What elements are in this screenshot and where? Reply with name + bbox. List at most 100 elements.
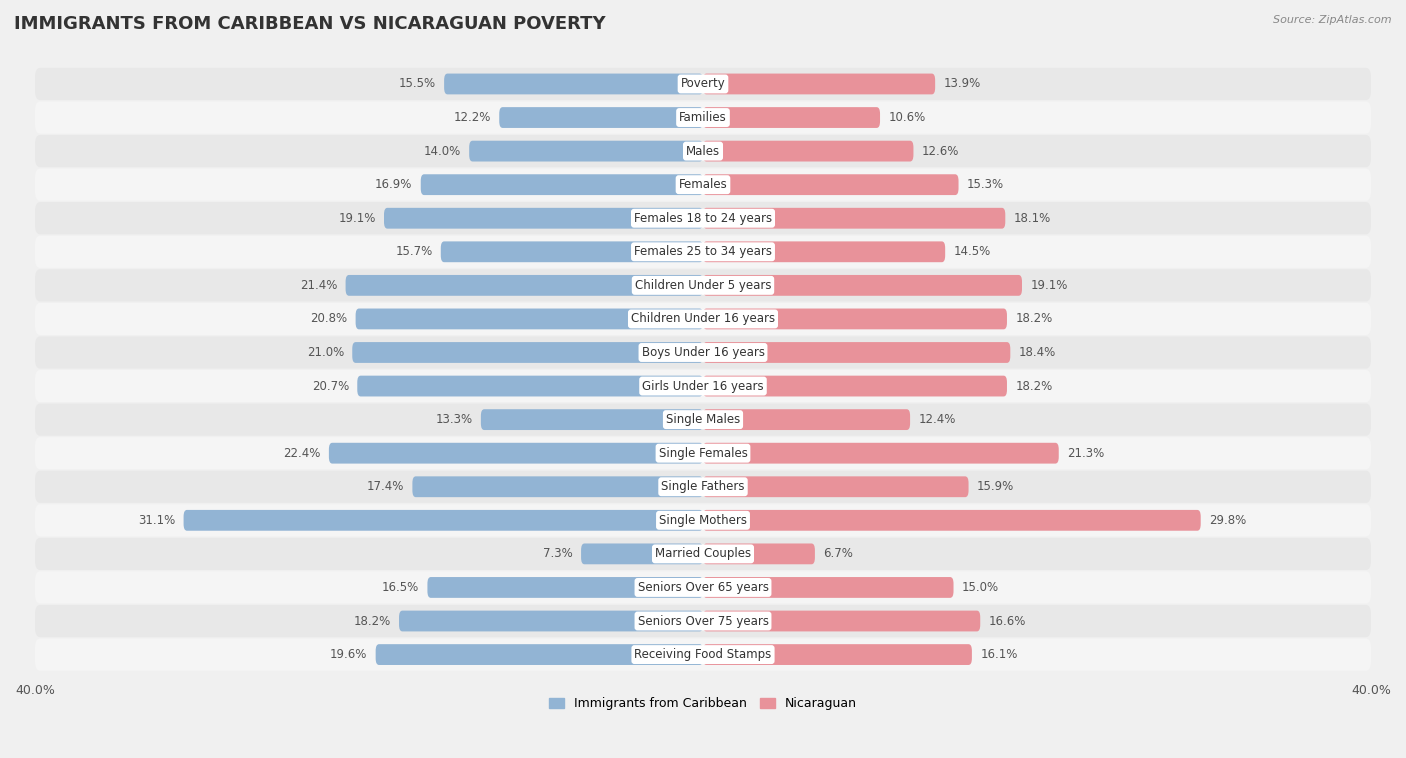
Text: 12.4%: 12.4% — [918, 413, 956, 426]
Text: 20.7%: 20.7% — [312, 380, 349, 393]
Text: Seniors Over 65 years: Seniors Over 65 years — [637, 581, 769, 594]
Text: 21.0%: 21.0% — [307, 346, 344, 359]
Text: 12.2%: 12.2% — [454, 111, 491, 124]
FancyBboxPatch shape — [703, 476, 969, 497]
Text: Single Fathers: Single Fathers — [661, 481, 745, 493]
FancyBboxPatch shape — [427, 577, 703, 598]
FancyBboxPatch shape — [703, 611, 980, 631]
FancyBboxPatch shape — [444, 74, 703, 95]
FancyBboxPatch shape — [356, 309, 703, 329]
Text: 20.8%: 20.8% — [311, 312, 347, 325]
Text: 13.9%: 13.9% — [943, 77, 981, 90]
Text: 31.1%: 31.1% — [138, 514, 176, 527]
FancyBboxPatch shape — [703, 74, 935, 95]
FancyBboxPatch shape — [35, 370, 1371, 402]
Text: 16.9%: 16.9% — [375, 178, 412, 191]
FancyBboxPatch shape — [470, 141, 703, 161]
Text: 16.5%: 16.5% — [382, 581, 419, 594]
Text: 19.1%: 19.1% — [339, 211, 375, 224]
Text: 19.1%: 19.1% — [1031, 279, 1067, 292]
Text: Males: Males — [686, 145, 720, 158]
Text: 18.2%: 18.2% — [1015, 380, 1053, 393]
FancyBboxPatch shape — [353, 342, 703, 363]
Text: 22.4%: 22.4% — [283, 446, 321, 459]
Text: Females 25 to 34 years: Females 25 to 34 years — [634, 246, 772, 258]
FancyBboxPatch shape — [35, 302, 1371, 335]
FancyBboxPatch shape — [35, 168, 1371, 201]
Text: 13.3%: 13.3% — [436, 413, 472, 426]
Text: Females 18 to 24 years: Females 18 to 24 years — [634, 211, 772, 224]
FancyBboxPatch shape — [703, 443, 1059, 464]
Text: 10.6%: 10.6% — [889, 111, 925, 124]
Text: 6.7%: 6.7% — [824, 547, 853, 560]
FancyBboxPatch shape — [35, 638, 1371, 671]
FancyBboxPatch shape — [346, 275, 703, 296]
FancyBboxPatch shape — [703, 342, 1011, 363]
FancyBboxPatch shape — [35, 605, 1371, 637]
Text: 16.6%: 16.6% — [988, 615, 1026, 628]
Text: 29.8%: 29.8% — [1209, 514, 1246, 527]
Text: 15.7%: 15.7% — [395, 246, 433, 258]
Text: 18.4%: 18.4% — [1019, 346, 1056, 359]
FancyBboxPatch shape — [35, 135, 1371, 168]
Text: Source: ZipAtlas.com: Source: ZipAtlas.com — [1274, 15, 1392, 25]
FancyBboxPatch shape — [703, 376, 1007, 396]
FancyBboxPatch shape — [703, 141, 914, 161]
FancyBboxPatch shape — [703, 107, 880, 128]
FancyBboxPatch shape — [35, 537, 1371, 570]
Text: 15.5%: 15.5% — [399, 77, 436, 90]
Text: 7.3%: 7.3% — [543, 547, 572, 560]
FancyBboxPatch shape — [35, 68, 1371, 100]
FancyBboxPatch shape — [412, 476, 703, 497]
FancyBboxPatch shape — [35, 102, 1371, 133]
FancyBboxPatch shape — [703, 543, 815, 564]
Text: 19.6%: 19.6% — [330, 648, 367, 661]
FancyBboxPatch shape — [703, 409, 910, 430]
FancyBboxPatch shape — [35, 437, 1371, 469]
Text: 15.9%: 15.9% — [977, 481, 1014, 493]
FancyBboxPatch shape — [499, 107, 703, 128]
Text: Seniors Over 75 years: Seniors Over 75 years — [637, 615, 769, 628]
Text: 21.3%: 21.3% — [1067, 446, 1104, 459]
Text: 17.4%: 17.4% — [367, 481, 404, 493]
FancyBboxPatch shape — [441, 241, 703, 262]
FancyBboxPatch shape — [35, 337, 1371, 368]
Text: Females: Females — [679, 178, 727, 191]
FancyBboxPatch shape — [703, 309, 1007, 329]
Text: 12.6%: 12.6% — [922, 145, 959, 158]
FancyBboxPatch shape — [399, 611, 703, 631]
FancyBboxPatch shape — [703, 174, 959, 195]
FancyBboxPatch shape — [481, 409, 703, 430]
FancyBboxPatch shape — [35, 403, 1371, 436]
Text: 15.3%: 15.3% — [967, 178, 1004, 191]
FancyBboxPatch shape — [35, 504, 1371, 537]
FancyBboxPatch shape — [184, 510, 703, 531]
FancyBboxPatch shape — [581, 543, 703, 564]
FancyBboxPatch shape — [357, 376, 703, 396]
FancyBboxPatch shape — [35, 236, 1371, 268]
FancyBboxPatch shape — [703, 275, 1022, 296]
Text: 18.1%: 18.1% — [1014, 211, 1050, 224]
Text: 18.2%: 18.2% — [353, 615, 391, 628]
Text: 16.1%: 16.1% — [980, 648, 1018, 661]
FancyBboxPatch shape — [329, 443, 703, 464]
FancyBboxPatch shape — [384, 208, 703, 229]
FancyBboxPatch shape — [35, 471, 1371, 503]
FancyBboxPatch shape — [35, 572, 1371, 603]
Text: Children Under 16 years: Children Under 16 years — [631, 312, 775, 325]
Text: IMMIGRANTS FROM CARIBBEAN VS NICARAGUAN POVERTY: IMMIGRANTS FROM CARIBBEAN VS NICARAGUAN … — [14, 15, 606, 33]
Text: 14.0%: 14.0% — [423, 145, 461, 158]
FancyBboxPatch shape — [375, 644, 703, 665]
Text: Boys Under 16 years: Boys Under 16 years — [641, 346, 765, 359]
Text: 21.4%: 21.4% — [299, 279, 337, 292]
Text: Receiving Food Stamps: Receiving Food Stamps — [634, 648, 772, 661]
Text: Poverty: Poverty — [681, 77, 725, 90]
Text: 18.2%: 18.2% — [1015, 312, 1053, 325]
FancyBboxPatch shape — [35, 202, 1371, 234]
Text: Single Females: Single Females — [658, 446, 748, 459]
Text: Single Males: Single Males — [666, 413, 740, 426]
FancyBboxPatch shape — [703, 241, 945, 262]
Text: 15.0%: 15.0% — [962, 581, 1000, 594]
Text: Married Couples: Married Couples — [655, 547, 751, 560]
FancyBboxPatch shape — [703, 577, 953, 598]
